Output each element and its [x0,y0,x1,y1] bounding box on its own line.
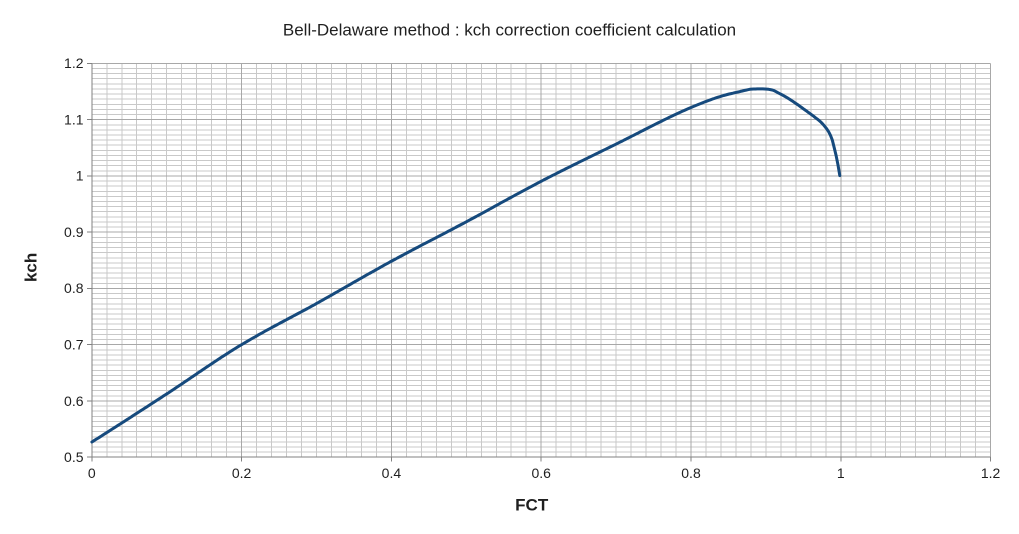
svg-text:0.5: 0.5 [64,449,84,465]
svg-text:FCT: FCT [515,496,549,515]
svg-text:1.2: 1.2 [981,465,1001,481]
svg-text:1: 1 [837,465,845,481]
svg-text:0.9: 0.9 [64,224,84,240]
svg-text:0.6: 0.6 [64,393,84,409]
svg-text:0.8: 0.8 [64,280,84,296]
svg-text:1.1: 1.1 [64,112,84,128]
svg-text:0.4: 0.4 [382,465,402,481]
svg-text:0.6: 0.6 [531,465,551,481]
svg-text:1: 1 [76,168,84,184]
svg-text:Bell-Delaware method : kch cor: Bell-Delaware method : kch correction co… [283,21,736,40]
svg-text:0.2: 0.2 [232,465,252,481]
svg-text:0.8: 0.8 [681,465,701,481]
svg-text:0: 0 [88,465,96,481]
svg-text:0.7: 0.7 [64,337,84,353]
svg-text:1.2: 1.2 [64,55,84,71]
svg-text:kch: kch [21,253,40,282]
